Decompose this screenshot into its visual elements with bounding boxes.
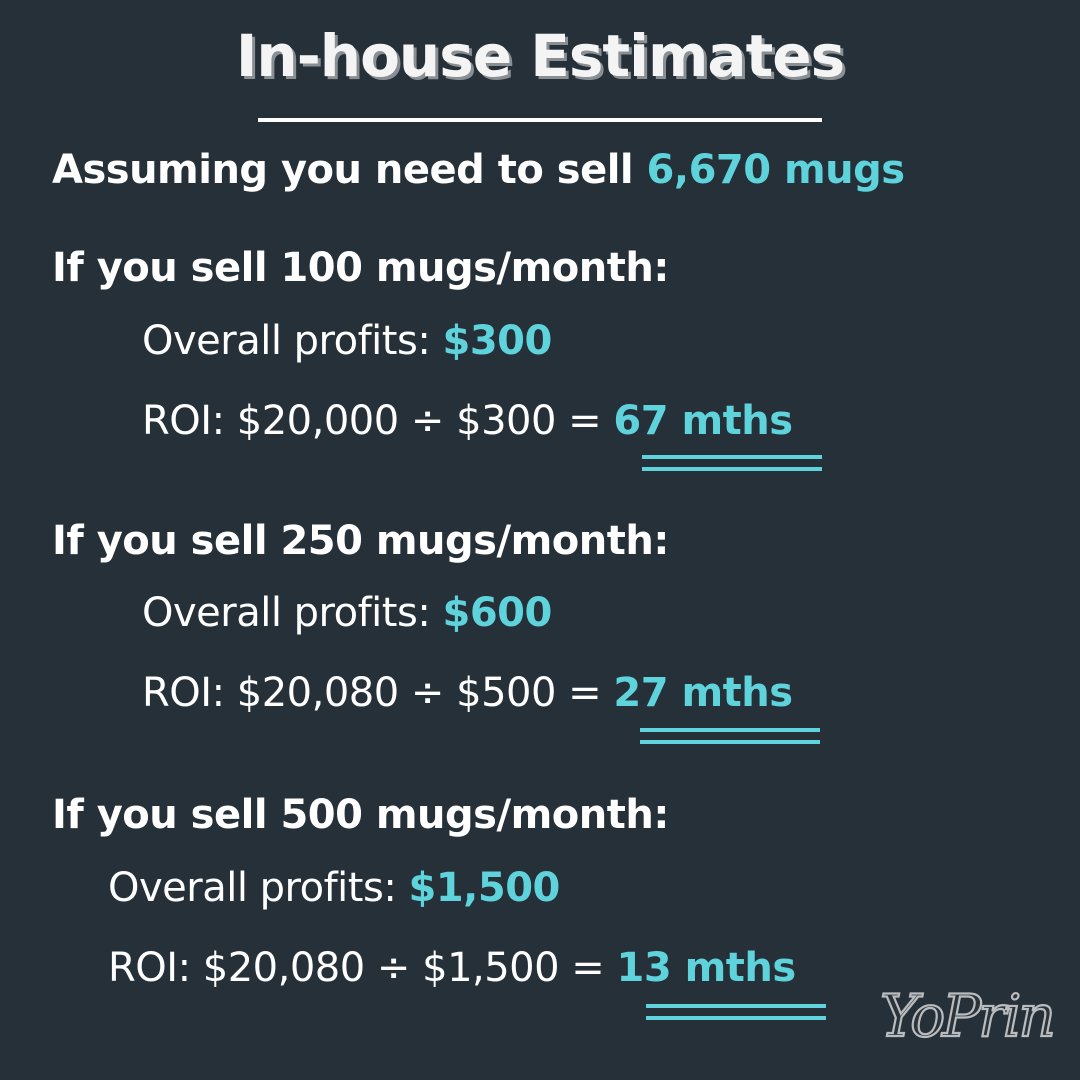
roi-value: 27 mths [613,670,793,716]
roi-text: ROI: $20,000 ÷ $300 = [142,398,614,444]
roi-double-underline [640,728,820,744]
scenario-2-heading: If you sell 250 mugs/month: [52,518,669,564]
title-divider [258,118,822,122]
scenario-2-roi: ROI: $20,080 ÷ $500 = 27 mths [142,670,793,716]
scenario-1-profit: Overall profits: $300 [142,318,552,364]
profit-label: Overall profits: [142,318,443,364]
profit-label: Overall profits: [108,865,409,911]
roi-value: 13 mths [616,945,797,991]
scenario-3-heading: If you sell 500 mugs/month: [52,792,669,838]
roi-double-underline [642,455,822,471]
assumption-value: 6,670 mugs [646,147,906,193]
page-title: In-house Estimates [235,22,845,90]
roi-text: ROI: $20,080 ÷ $500 = [142,670,614,716]
profit-label: Overall profits: [142,590,443,636]
scenario-3-profit: Overall profits: $1,500 [108,865,560,911]
scenario-1-heading: If you sell 100 mugs/month: [52,245,669,291]
roi-double-underline [646,1004,826,1020]
profit-value: $600 [442,590,553,636]
yoprint-script-logo: YoPrint [879,981,1080,1051]
scenario-2-profit: Overall profits: $600 [142,590,552,636]
roi-text: ROI: $20,080 ÷ $1,500 = [108,945,617,991]
scenario-1-roi: ROI: $20,000 ÷ $300 = 67 mths [142,398,793,444]
logo-text: YoPrint [880,982,1054,1050]
profit-value: $1,500 [408,865,561,911]
yoprint-logo: YoPrint [874,970,1080,1060]
scenario-3-roi: ROI: $20,080 ÷ $1,500 = 13 mths [108,945,796,991]
roi-value: 67 mths [613,398,793,444]
assumption-line: Assuming you need to sell 6,670 mugs [52,147,905,193]
profit-value: $300 [442,318,553,364]
assumption-text: Assuming you need to sell [52,147,647,193]
